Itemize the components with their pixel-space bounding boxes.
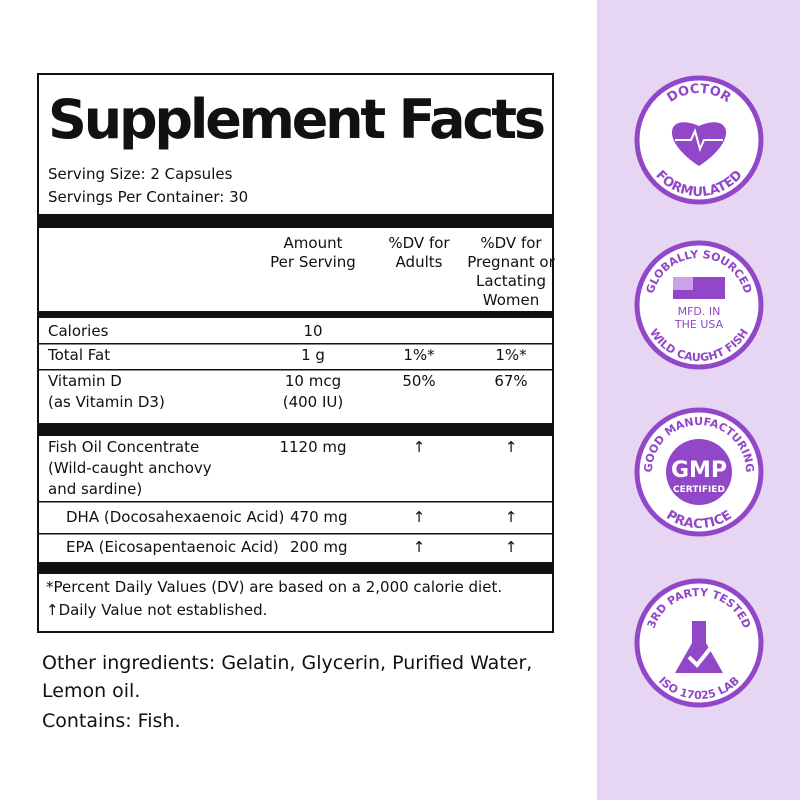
serving-size: Serving Size: 2 Capsules <box>48 165 233 183</box>
badge-center-text: GMP <box>671 458 727 483</box>
row-dv-adults: 1%* <box>403 346 435 364</box>
badge-disc <box>634 240 764 370</box>
badge-center-text: MFD. IN <box>678 305 721 318</box>
row-amount: (400 IU) <box>283 393 344 411</box>
footnote: ↑Daily Value not established. <box>46 601 267 619</box>
rule <box>38 501 553 503</box>
panel-title: Supplement Facts <box>48 88 546 151</box>
gmp-seal <box>666 439 732 505</box>
column-header: Amount <box>284 234 343 252</box>
row-name: (as Vitamin D3) <box>48 393 165 411</box>
row-amount: 470 mg <box>290 508 348 526</box>
column-header: Women <box>483 291 539 309</box>
row-dv-pregnant: ↑ <box>505 508 518 526</box>
other-text: Other ingredients: Gelatin, Glycerin, Pu… <box>42 652 532 674</box>
facts-box <box>37 73 554 633</box>
rule <box>38 214 553 228</box>
row-name: (Wild-caught anchovy <box>48 459 212 477</box>
check-mark <box>687 643 715 668</box>
row-name: and sardine) <box>48 480 142 498</box>
rule <box>38 369 553 371</box>
other-text: Lemon oil. <box>42 680 140 702</box>
rule <box>38 533 553 535</box>
rule <box>38 343 553 345</box>
row-amount: 1 g <box>301 346 325 364</box>
row-dv-adults: ↑ <box>413 438 426 456</box>
row-amount: 10 <box>303 322 322 340</box>
column-header: Lactating <box>476 272 546 290</box>
row-dv-pregnant: 1%* <box>495 346 527 364</box>
row-name: Total Fat <box>47 346 110 364</box>
row-name: DHA (Docosahexaenoic Acid) <box>66 508 284 526</box>
row-dv-adults: ↑ <box>413 508 426 526</box>
badge-center-text: THE USA <box>674 318 724 331</box>
row-dv-adults: ↑ <box>413 538 426 556</box>
rule <box>38 423 553 436</box>
row-dv-pregnant: 67% <box>494 372 527 390</box>
column-header: %DV for <box>480 234 542 252</box>
row-dv-pregnant: ↑ <box>505 438 518 456</box>
row-dv-adults: 50% <box>402 372 435 390</box>
column-header: %DV for <box>388 234 450 252</box>
flask-icon <box>675 621 723 673</box>
badge-center-text: CERTIFIED <box>673 485 725 495</box>
row-name: Calories <box>48 322 109 340</box>
row-name: Fish Oil Concentrate <box>48 438 199 456</box>
column-header: Per Serving <box>270 253 356 271</box>
row-amount: 200 mg <box>290 538 348 556</box>
flag-field <box>673 277 693 290</box>
row-name: Vitamin D <box>48 372 122 390</box>
column-header: Adults <box>396 253 443 271</box>
row-amount: 10 mcg <box>285 372 341 390</box>
rule <box>38 562 553 574</box>
row-amount: 1120 mg <box>279 438 346 456</box>
servings-per-container: Servings Per Container: 30 <box>48 188 248 206</box>
pulse-line <box>675 128 723 152</box>
column-header: Pregnant or <box>467 253 555 271</box>
footnote: *Percent Daily Values (DV) are based on … <box>46 578 502 596</box>
other-text: Contains: Fish. <box>42 710 181 732</box>
row-name: EPA (Eicosapentaenoic Acid) <box>66 538 279 556</box>
row-dv-pregnant: ↑ <box>505 538 518 556</box>
rule <box>38 311 553 318</box>
